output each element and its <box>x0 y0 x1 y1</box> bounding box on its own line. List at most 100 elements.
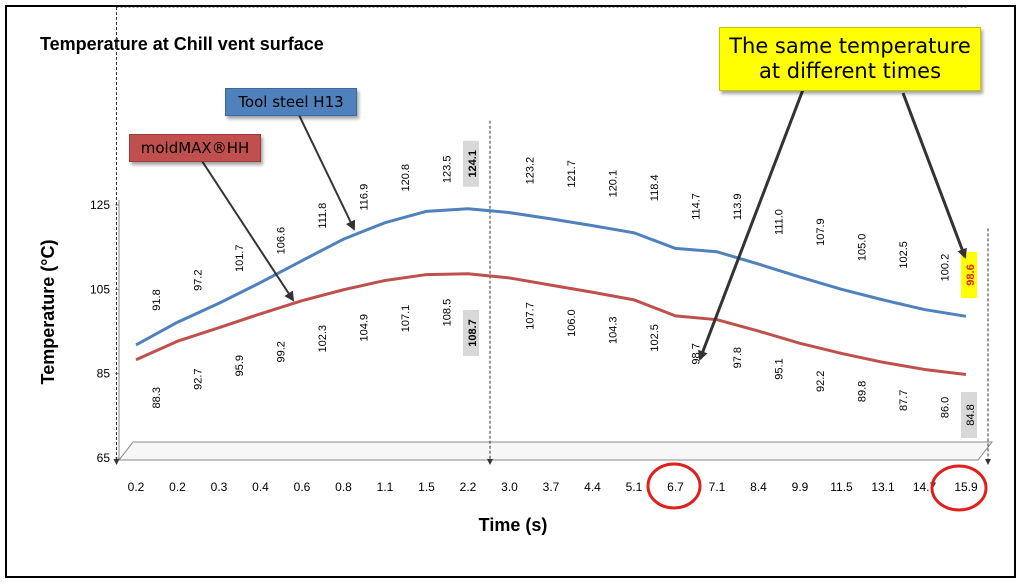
data-label: 84.8 <box>961 392 977 438</box>
y-tick-label: 125 <box>90 198 110 212</box>
data-label-text: 100.2 <box>940 254 952 282</box>
data-label: 95.9 <box>234 355 246 376</box>
same-temperature-callout: The same temperature at different times <box>719 27 981 91</box>
y-tick-label: 105 <box>90 282 110 296</box>
data-label: 107.1 <box>400 305 412 333</box>
legend-moldmax-label: moldMAX®HH <box>140 139 250 157</box>
data-label-text: 111.8 <box>317 203 329 229</box>
same-temp-arrow-left <box>698 86 806 361</box>
legend-tool-steel: Tool steel H13 <box>225 88 357 116</box>
callout-line-1: The same temperature <box>729 34 971 58</box>
x-tick-label: 13.1 <box>871 480 895 494</box>
same-temp-arrow-right <box>901 92 967 259</box>
data-label: 92.2 <box>815 371 827 392</box>
steel-arrow <box>298 114 356 231</box>
data-label: 123.5 <box>442 156 454 184</box>
data-label: 99.2 <box>276 341 288 362</box>
x-tick-label: 0.3 <box>211 480 228 494</box>
callout-arrows <box>201 86 967 361</box>
y-axis-ticks: 125 105 85 65 <box>90 198 119 465</box>
data-label: 116.9 <box>359 184 371 211</box>
guide-lines <box>113 7 991 465</box>
data-label: 121.7 <box>566 160 578 188</box>
plot-floor <box>117 200 994 461</box>
data-label: 101.7 <box>234 244 246 272</box>
data-label-background <box>961 252 977 298</box>
data-label-text: 97.8 <box>732 347 744 368</box>
data-label-text: 86.0 <box>940 397 952 418</box>
data-label-text: 118.4 <box>649 174 661 201</box>
data-label-text: 102.5 <box>898 241 910 269</box>
data-label: 91.8 <box>151 289 163 310</box>
x-tick-label: 0.6 <box>294 480 311 494</box>
data-label: 111.0 <box>774 209 786 235</box>
data-label-text: 87.7 <box>898 390 910 411</box>
x-tick-label: 3.0 <box>501 480 518 494</box>
legend-tool-steel-label: Tool steel H13 <box>238 93 344 111</box>
data-label-text: 106.0 <box>566 309 578 337</box>
x-tick-label: 1.5 <box>418 480 435 494</box>
data-label-text: 107.1 <box>400 305 412 333</box>
data-label-text: 113.9 <box>732 193 744 220</box>
data-label-text: 97.2 <box>193 270 205 291</box>
data-label: 92.7 <box>193 368 205 389</box>
data-label: 114.7 <box>691 193 703 220</box>
data-label-text: 114.7 <box>691 193 703 220</box>
y-axis-label: Temperature (°C) <box>38 240 58 385</box>
data-label: 102.5 <box>649 324 661 352</box>
x-axis-label: Time (s) <box>479 515 548 535</box>
x-tick-label: 8.4 <box>750 480 767 494</box>
data-label-text: 123.5 <box>442 156 454 184</box>
data-label: 118.4 <box>649 174 661 201</box>
data-label: 108.5 <box>442 299 454 327</box>
data-label: 98.6 <box>961 252 977 298</box>
data-label: 86.0 <box>940 397 952 418</box>
data-label-text: 88.3 <box>151 387 163 408</box>
x-tick-label: 6.7 <box>667 480 684 494</box>
data-label: 123.2 <box>525 157 537 185</box>
x-tick-label: 9.9 <box>792 480 809 494</box>
y-tick-label: 65 <box>97 451 111 465</box>
data-label: 120.1 <box>608 170 620 198</box>
x-tick-label: 0.8 <box>335 480 352 494</box>
line-chart: Temperature at Chill vent surface 125 105… <box>38 7 994 535</box>
data-label: 106.6 <box>276 227 288 255</box>
highlight-circle-6-7 <box>646 462 702 510</box>
data-label: 107.9 <box>815 218 827 246</box>
data-label: 102.5 <box>898 241 910 269</box>
data-label: 107.7 <box>525 302 537 330</box>
highlight-circle-15-9 <box>930 464 988 512</box>
data-label-text: 102.5 <box>649 324 661 352</box>
data-label-text: 108.5 <box>442 299 454 327</box>
data-label: 111.8 <box>317 203 329 229</box>
data-label: 97.8 <box>732 347 744 368</box>
data-label-text: 123.2 <box>525 157 537 185</box>
data-label-text: 106.6 <box>276 227 288 255</box>
data-label: 97.2 <box>193 270 205 291</box>
data-label-text: 116.9 <box>359 184 371 211</box>
data-label: 124.1 <box>463 140 479 187</box>
data-label: 102.3 <box>317 325 329 353</box>
data-labels: 91.8 97.2 101.7 106.6 111.8 116.9 120.8 123.5 12… <box>151 140 977 438</box>
data-label-text: 91.8 <box>151 289 163 310</box>
callout-line-2: at different times <box>758 59 942 83</box>
data-label-text: 95.1 <box>774 358 786 379</box>
data-label-text: 107.9 <box>815 218 827 246</box>
series-line-moldmax <box>135 272 967 376</box>
x-tick-label: 14.7 <box>913 480 937 494</box>
x-tick-label: 5.1 <box>626 480 643 494</box>
data-label: 100.2 <box>940 254 952 282</box>
data-label: 113.9 <box>732 193 744 220</box>
data-label-text: 124.1 <box>467 150 479 178</box>
moldmax-arrow <box>201 160 295 302</box>
data-label: 105.0 <box>857 234 869 262</box>
data-label-text: 107.7 <box>525 302 537 330</box>
legend-moldmax: moldMAX®HH <box>129 134 261 162</box>
x-axis-ticks: 0.2 0.2 0.3 0.4 0.6 0.8 1.1 1.5 2.2 3.0 3.7 4.4 5.1 6… <box>128 480 978 494</box>
x-tick-label: 0.2 <box>128 480 145 494</box>
data-label-text: 98.6 <box>965 264 977 285</box>
data-label: 88.3 <box>151 387 163 408</box>
x-tick-label: 0.2 <box>169 480 186 494</box>
series-line-tool-steel <box>135 207 967 347</box>
data-label-text: 84.8 <box>965 404 977 425</box>
